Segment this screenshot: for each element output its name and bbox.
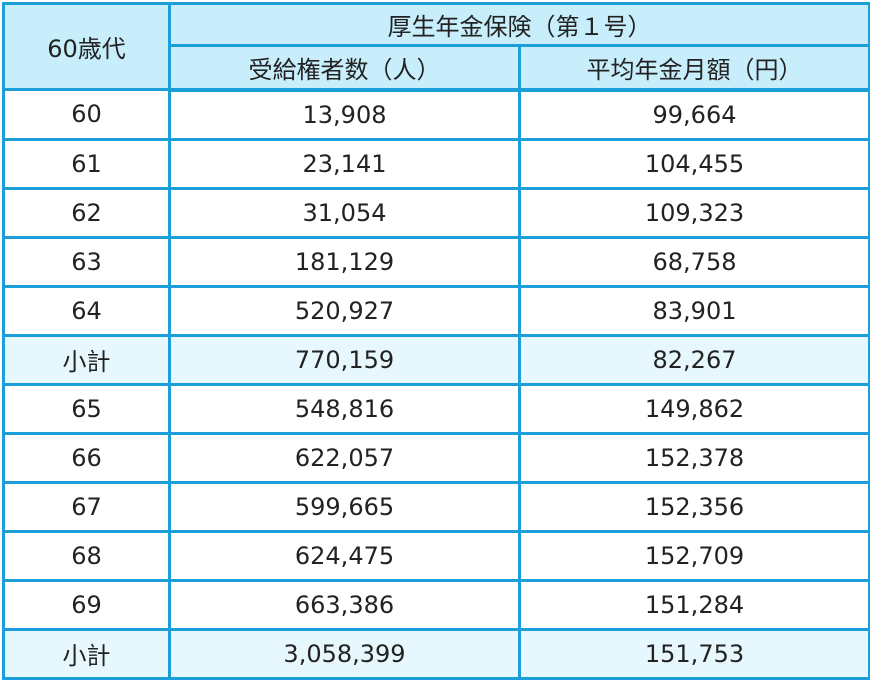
recipients-cell: 663,386 bbox=[168, 578, 521, 631]
age-cell: 67 bbox=[2, 480, 171, 533]
table-row: 60 13,908 99,664 bbox=[2, 88, 870, 141]
age-cell: 62 bbox=[2, 186, 171, 239]
recipients-cell: 624,475 bbox=[168, 529, 521, 582]
table-row: 65 548,816 149,862 bbox=[2, 382, 870, 435]
age-cell: 小計 bbox=[2, 333, 171, 386]
recipients-cell: 548,816 bbox=[168, 382, 521, 435]
avg-monthly-cell: 99,664 bbox=[518, 88, 870, 141]
table-row: 69 663,386 151,284 bbox=[2, 578, 870, 631]
insurance-group-header: 厚生年金保険（第１号） bbox=[168, 2, 870, 47]
age-cell: 64 bbox=[2, 284, 171, 337]
avg-monthly-cell: 68,758 bbox=[518, 235, 870, 288]
age-cell: 68 bbox=[2, 529, 171, 582]
age-cell: 65 bbox=[2, 382, 171, 435]
age-cell: 66 bbox=[2, 431, 171, 484]
age-cell: 60 bbox=[2, 88, 171, 141]
recipients-cell: 520,927 bbox=[168, 284, 521, 337]
table-row: 66 622,057 152,378 bbox=[2, 431, 870, 484]
age-cell: 69 bbox=[2, 578, 171, 631]
recipients-header: 受給権者数（人） bbox=[168, 44, 521, 92]
table-row: 63 181,129 68,758 bbox=[2, 235, 870, 288]
table-row: 61 23,141 104,455 bbox=[2, 137, 870, 190]
recipients-cell: 3,058,399 bbox=[168, 627, 521, 680]
avg-monthly-cell: 83,901 bbox=[518, 284, 870, 337]
avg-monthly-cell: 152,356 bbox=[518, 480, 870, 533]
subtotal-row: 小計 770,159 82,267 bbox=[2, 333, 870, 386]
avg-monthly-cell: 149,862 bbox=[518, 382, 870, 435]
avg-monthly-cell: 109,323 bbox=[518, 186, 870, 239]
age-cell: 小計 bbox=[2, 627, 171, 680]
avg-monthly-cell: 151,753 bbox=[518, 627, 870, 680]
table-row: 64 520,927 83,901 bbox=[2, 284, 870, 337]
avg-monthly-cell: 104,455 bbox=[518, 137, 870, 190]
avg-monthly-cell: 82,267 bbox=[518, 333, 870, 386]
avg-monthly-cell: 152,378 bbox=[518, 431, 870, 484]
recipients-cell: 181,129 bbox=[168, 235, 521, 288]
avg-monthly-header: 平均年金月額（円） bbox=[518, 44, 870, 92]
table-row: 62 31,054 109,323 bbox=[2, 186, 870, 239]
age-group-header: 60歳代 bbox=[2, 2, 171, 91]
avg-monthly-cell: 151,284 bbox=[518, 578, 870, 631]
recipients-cell: 23,141 bbox=[168, 137, 521, 190]
table-row: 68 624,475 152,709 bbox=[2, 529, 870, 582]
age-cell: 61 bbox=[2, 137, 171, 190]
age-cell: 63 bbox=[2, 235, 171, 288]
recipients-cell: 13,908 bbox=[168, 88, 521, 141]
recipients-cell: 770,159 bbox=[168, 333, 521, 386]
recipients-cell: 31,054 bbox=[168, 186, 521, 239]
recipients-cell: 599,665 bbox=[168, 480, 521, 533]
table-row: 67 599,665 152,356 bbox=[2, 480, 870, 533]
subtotal-row: 小計 3,058,399 151,753 bbox=[2, 627, 870, 680]
recipients-cell: 622,057 bbox=[168, 431, 521, 484]
avg-monthly-cell: 152,709 bbox=[518, 529, 870, 582]
